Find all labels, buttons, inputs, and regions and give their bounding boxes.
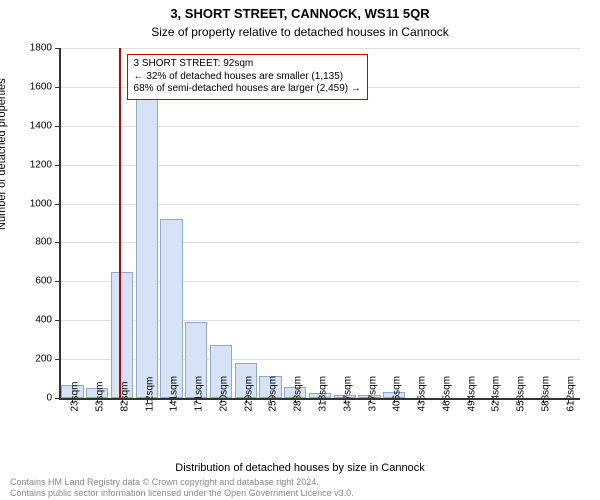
x-axis-label: Distribution of detached houses by size … [0,462,600,474]
y-tick-label: 1600 [30,81,52,92]
page-subtitle: Size of property relative to detached ho… [0,25,600,39]
y-axis-label: Number of detached properties [0,78,8,230]
y-tick-label: 1000 [30,198,52,209]
grid-line [60,48,580,49]
y-axis [59,48,61,400]
annotation-line: 68% of semi-detached houses are larger (… [134,83,361,96]
y-tick-label: 800 [35,237,52,248]
y-tick-label: 200 [35,354,52,365]
y-tick-label: 0 [46,393,52,404]
annotation-line: 3 SHORT STREET: 92sqm [134,58,361,71]
x-axis [60,398,580,400]
y-tick-label: 400 [35,315,52,326]
footer-line-1: Contains HM Land Registry data © Crown c… [10,477,590,487]
y-tick-label: 1800 [30,43,52,54]
histogram-plot: 02004006008001000120014001600180023sqm53… [60,48,580,398]
histogram-bar [111,272,133,398]
y-tick-label: 1400 [30,120,52,131]
annotation-line: ← 32% of detached houses are smaller (1,… [134,71,361,84]
footer-attribution: Contains HM Land Registry data © Crown c… [10,477,590,498]
annotation-box: 3 SHORT STREET: 92sqm← 32% of detached h… [127,54,368,100]
histogram-bar [136,77,158,398]
y-tick-label: 600 [35,276,52,287]
y-tick-label: 1200 [30,159,52,170]
histogram-bar [160,219,182,398]
property-marker-line [119,48,121,398]
footer-line-2: Contains public sector information licen… [10,488,590,498]
page-title: 3, SHORT STREET, CANNOCK, WS11 5QR [0,6,600,21]
